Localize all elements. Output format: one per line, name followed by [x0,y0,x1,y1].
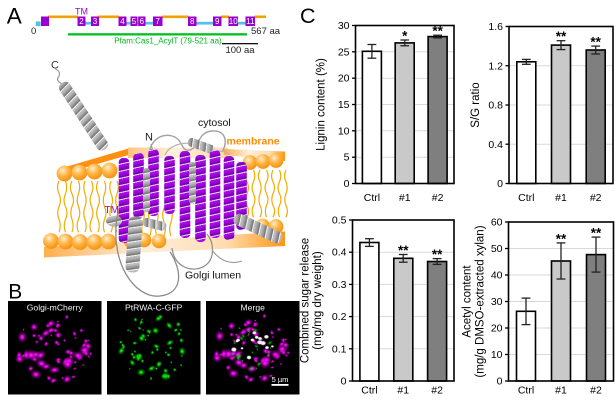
svg-text:9: 9 [215,17,220,26]
svg-text:**: ** [432,24,443,39]
svg-text:30: 30 [338,20,350,32]
svg-text:#2: #2 [590,192,602,204]
svg-text:**: ** [591,226,602,241]
svg-text:7: 7 [156,17,161,26]
svg-text:cytosol: cytosol [198,117,231,129]
svg-text:0: 0 [341,376,347,388]
svg-text:0.5: 0.5 [332,215,347,227]
svg-text:15: 15 [338,99,350,111]
svg-text:6: 6 [140,17,145,26]
svg-text:30: 30 [491,296,503,308]
svg-text:PtRWA-C-GFP: PtRWA-C-GFP [125,303,183,313]
svg-text:0.3: 0.3 [332,279,347,291]
svg-text:**: ** [556,231,567,246]
svg-text:#2: #2 [590,385,602,397]
svg-text:#2: #2 [431,385,443,397]
svg-text:0: 0 [497,376,503,388]
svg-text:B: B [8,280,22,303]
svg-text:3: 3 [93,17,98,26]
svg-text:10: 10 [338,125,350,137]
svg-text:5: 5 [344,152,350,164]
svg-text:A: A [7,4,22,29]
svg-text:0: 0 [31,26,36,37]
svg-text:Ctrl: Ctrl [364,192,380,204]
svg-text:Ctrl: Ctrl [518,192,534,204]
svg-text:60: 60 [491,217,503,229]
svg-text:0.2: 0.2 [332,311,347,323]
svg-text:0.4: 0.4 [488,139,503,151]
svg-text:N: N [145,132,153,144]
svg-text:**: ** [432,247,443,262]
svg-text:10: 10 [229,17,238,26]
svg-text:Pfam:Cas1_AcylT (79-521 aa): Pfam:Cas1_AcylT (79-521 aa) [114,37,222,46]
svg-text:C: C [51,60,59,72]
svg-text:TM: TM [75,7,88,17]
svg-text:0: 0 [497,178,503,190]
svg-text:**: ** [590,35,601,50]
svg-text:Lignin content (%): Lignin content (%) [316,58,328,151]
svg-text:0.1: 0.1 [332,343,347,355]
svg-text:20: 20 [338,73,350,85]
svg-text:#1: #1 [399,192,411,204]
svg-text:(mg/g DMSO-extracted xylan): (mg/g DMSO-extracted xylan) [475,225,487,377]
svg-text:TM: TM [105,205,119,216]
svg-text:0.4: 0.4 [332,247,347,259]
svg-text:50: 50 [491,243,503,255]
svg-text:S/G ratio: S/G ratio [470,82,482,127]
svg-text:1.6: 1.6 [488,21,503,33]
svg-text:5 µm: 5 µm [272,375,289,384]
svg-text:membrane: membrane [227,136,280,148]
svg-text:20: 20 [491,323,503,335]
svg-text:**: ** [556,29,567,44]
svg-text:567 aa: 567 aa [251,26,281,37]
svg-text:40: 40 [491,270,503,282]
svg-text:*: * [402,28,408,43]
svg-text:100 aa: 100 aa [225,45,255,56]
svg-text:Ctrl: Ctrl [518,385,534,397]
svg-text:#2: #2 [432,192,444,204]
svg-text:8: 8 [190,17,195,26]
svg-text:C: C [300,4,316,28]
svg-text:Acetyl content: Acetyl content [462,265,474,338]
svg-text:2: 2 [79,17,84,26]
svg-text:(mg/mg dry weight): (mg/mg dry weight) [312,251,324,350]
svg-text:5: 5 [132,17,137,26]
svg-text:0.8: 0.8 [488,100,503,112]
svg-text:#1: #1 [555,385,567,397]
svg-text:#1: #1 [555,192,567,204]
svg-text:25: 25 [338,46,350,58]
svg-text:**: ** [398,243,409,258]
svg-text:Merge: Merge [241,303,266,313]
svg-text:0: 0 [344,178,350,190]
svg-text:Golgi lumen: Golgi lumen [185,270,241,282]
svg-text:#1: #1 [397,385,409,397]
svg-text:4: 4 [120,17,125,26]
svg-text:11: 11 [246,17,255,26]
svg-text:Golgi-mCherry: Golgi-mCherry [27,303,84,313]
svg-text:10: 10 [491,349,503,361]
svg-text:Ctrl: Ctrl [361,385,377,397]
svg-text:Combined sugar release: Combined sugar release [300,238,312,363]
svg-text:1.2: 1.2 [488,60,503,72]
